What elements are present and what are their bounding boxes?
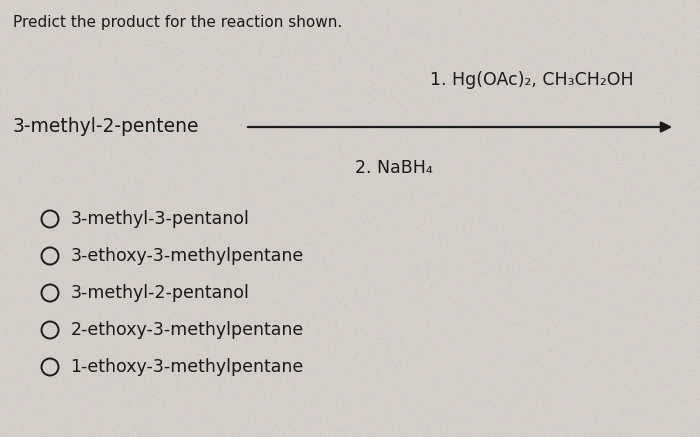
Text: 1. Hg(OAc)₂, CH₃CH₂OH: 1. Hg(OAc)₂, CH₃CH₂OH: [430, 71, 634, 89]
Text: 3-methyl-2-pentene: 3-methyl-2-pentene: [13, 118, 199, 136]
Text: 2-ethoxy-3-methylpentane: 2-ethoxy-3-methylpentane: [71, 321, 304, 339]
Text: 3-methyl-2-pentanol: 3-methyl-2-pentanol: [71, 284, 249, 302]
Text: 1-ethoxy-3-methylpentane: 1-ethoxy-3-methylpentane: [71, 358, 304, 376]
Text: 3-methyl-3-pentanol: 3-methyl-3-pentanol: [71, 210, 249, 228]
Text: 3-ethoxy-3-methylpentane: 3-ethoxy-3-methylpentane: [71, 247, 304, 265]
Text: Predict the product for the reaction shown.: Predict the product for the reaction sho…: [13, 15, 342, 30]
Text: 2. NaBH₄: 2. NaBH₄: [355, 159, 433, 177]
